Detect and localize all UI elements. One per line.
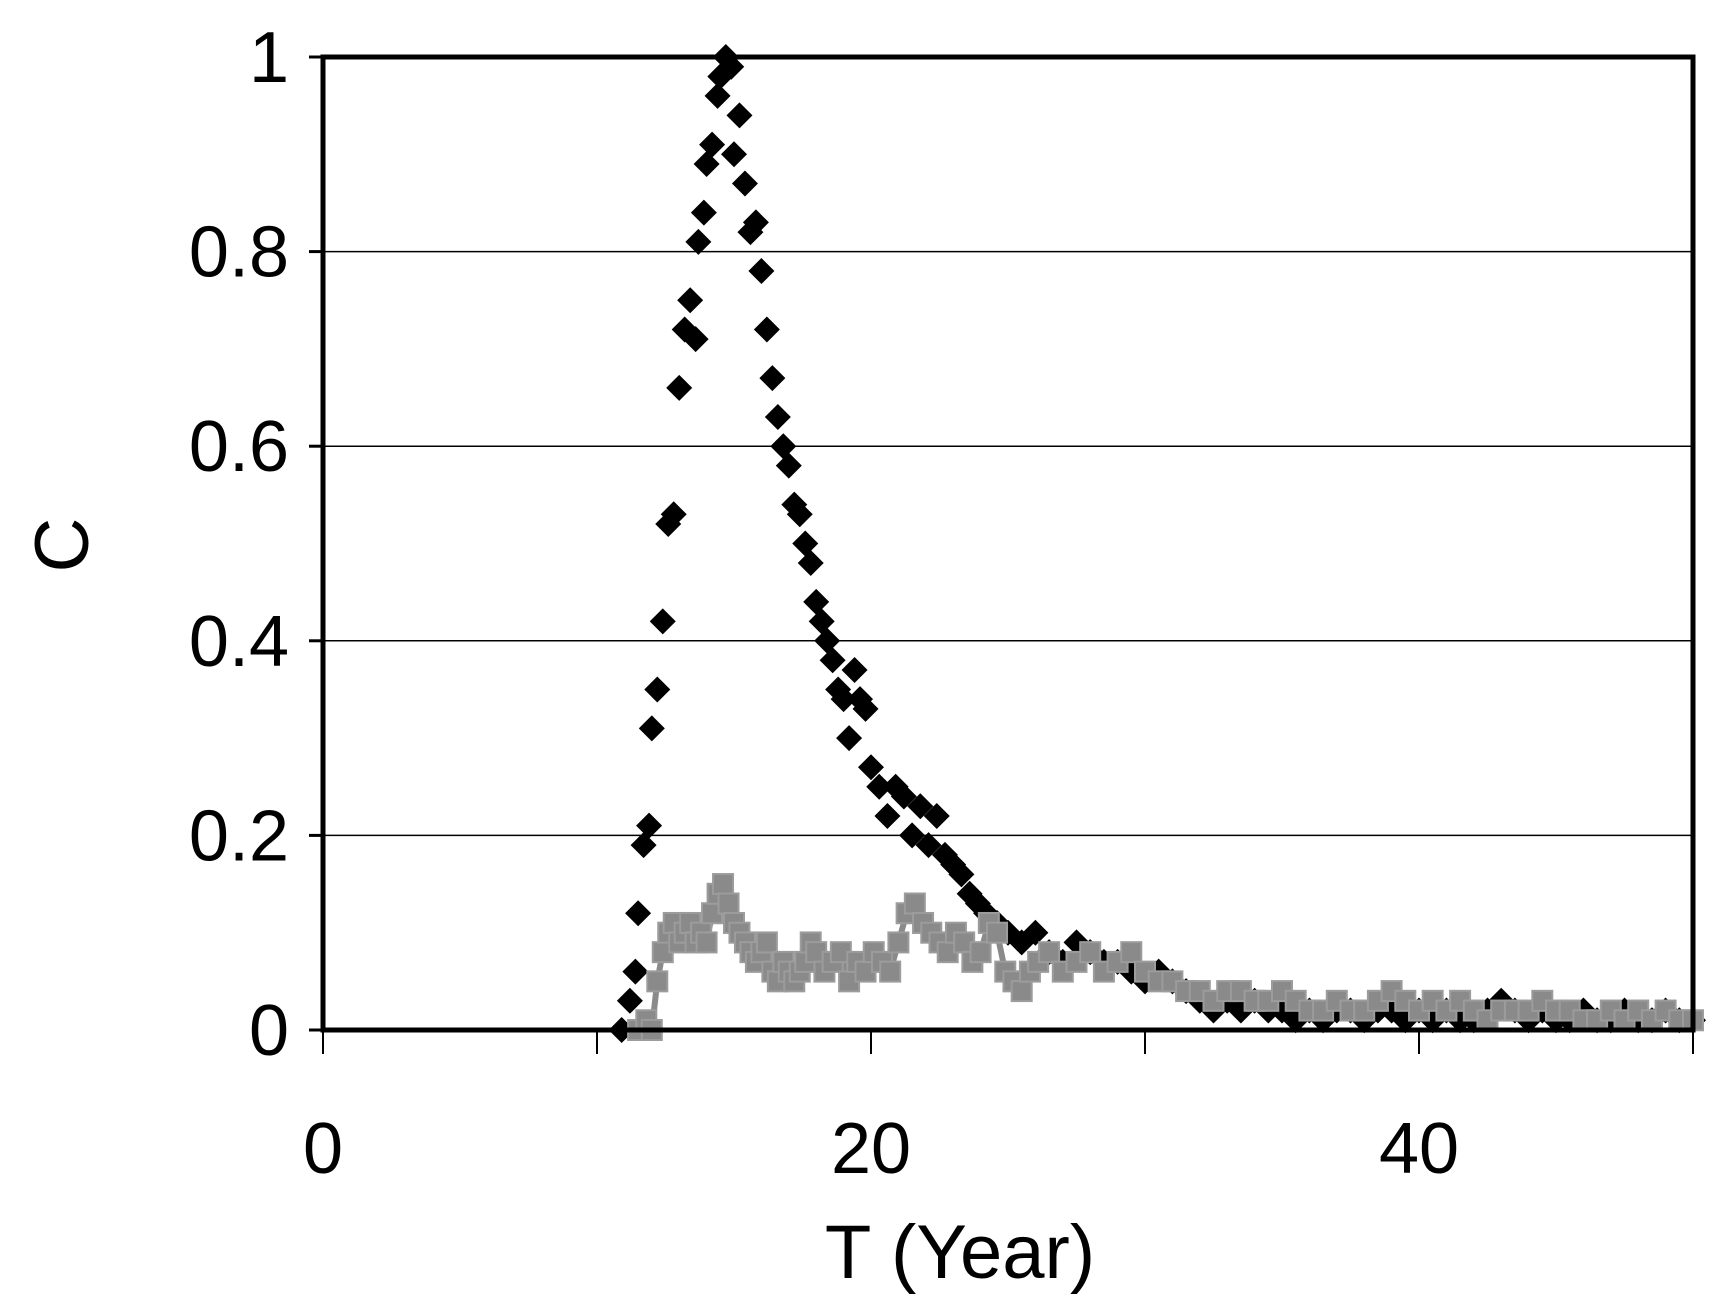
y-tick-label: 0	[249, 991, 289, 1071]
black-diamond-point	[622, 958, 649, 985]
y-tick-label: 0.6	[189, 407, 289, 487]
gray-square-point	[969, 941, 992, 964]
black-diamond-point	[753, 316, 780, 343]
black-diamond-point	[948, 861, 975, 888]
black-diamond-point	[915, 832, 942, 859]
black-diamond-point	[677, 287, 704, 314]
gray-square-point	[1038, 941, 1061, 964]
black-diamond-point	[682, 326, 709, 353]
black-diamond-point	[636, 812, 663, 839]
y-tick-label: 1	[249, 18, 289, 98]
black-diamond-point	[625, 900, 652, 927]
black-diamond-point	[742, 209, 769, 236]
black-diamond-point	[644, 676, 671, 703]
black-diamond-point	[890, 783, 917, 810]
black-diamond-point	[685, 228, 712, 255]
black-diamond-point	[666, 374, 693, 401]
gray-square-point	[879, 960, 902, 983]
gray-square-point	[755, 931, 778, 954]
black-diamond-point	[866, 773, 893, 800]
black-diamond-point	[874, 802, 901, 829]
black-diamond-point	[759, 365, 786, 392]
gray-square-point	[1010, 980, 1033, 1003]
black-diamond-point	[899, 822, 926, 849]
black-diamond-point	[699, 131, 726, 158]
black-diamond-point	[803, 588, 830, 615]
black-diamond-point	[638, 715, 665, 742]
gray-square-point	[712, 873, 735, 896]
black-diamond-point	[1022, 919, 1049, 946]
black-diamond-point	[852, 695, 879, 722]
axis-ticks: 0 0.2 0.4 0.6 0.8 1 0 20 40	[189, 18, 1694, 1189]
y-tick-label: 0.2	[189, 796, 289, 876]
gray-square-point	[887, 931, 910, 954]
black-diamond-point	[797, 549, 824, 576]
black-diamond-point	[704, 82, 731, 109]
black-diamond-point	[630, 832, 657, 859]
black-diamond-point	[731, 170, 758, 197]
black-diamond-point	[836, 725, 863, 752]
black-diamond-point	[764, 404, 791, 431]
black-diamond-point	[655, 511, 682, 538]
black-diamond-point	[616, 987, 643, 1014]
series-gray-square-markers	[627, 873, 1704, 1041]
black-diamond-point	[770, 433, 797, 460]
gray-square-point	[1120, 941, 1143, 964]
black-diamond-point	[792, 530, 819, 557]
gray-square-point	[1079, 941, 1102, 964]
black-diamond-point	[781, 491, 808, 518]
gray-square-point	[646, 970, 669, 993]
gray-square-point	[717, 892, 740, 915]
gridlines	[323, 250, 1693, 837]
y-tick-label: 0.4	[189, 602, 289, 682]
black-diamond-point	[808, 608, 835, 635]
x-tick-label: 40	[1379, 1109, 1459, 1189]
gray-square-point	[695, 931, 718, 954]
y-axis-label: C	[20, 518, 105, 573]
black-diamond-point	[775, 452, 802, 479]
black-diamond-point	[690, 199, 717, 226]
black-diamond-point	[693, 151, 720, 178]
black-diamond-point	[841, 656, 868, 683]
black-diamond-point	[786, 501, 813, 528]
black-diamond-point	[721, 141, 747, 168]
black-diamond-point	[907, 793, 934, 820]
series-black-diamond-markers	[608, 44, 1706, 1043]
x-tick-label: 20	[831, 1109, 911, 1189]
black-diamond-point	[819, 647, 846, 674]
black-diamond-point	[726, 102, 753, 129]
x-tick-label: 0	[303, 1109, 343, 1189]
gray-square-point	[986, 921, 1009, 944]
black-diamond-point	[748, 258, 775, 285]
black-diamond-point	[660, 501, 687, 528]
plot-frame	[320, 54, 1696, 1033]
black-diamond-point	[858, 754, 884, 781]
y-tick-label: 0.8	[189, 213, 289, 293]
black-diamond-point	[814, 627, 841, 654]
black-diamond-point	[718, 53, 745, 80]
gray-square-point	[903, 892, 926, 915]
black-diamond-point	[830, 686, 857, 713]
black-diamond-point	[649, 608, 676, 635]
x-axis-label: T (Year)	[825, 1210, 1095, 1295]
black-diamond-point	[923, 802, 950, 829]
